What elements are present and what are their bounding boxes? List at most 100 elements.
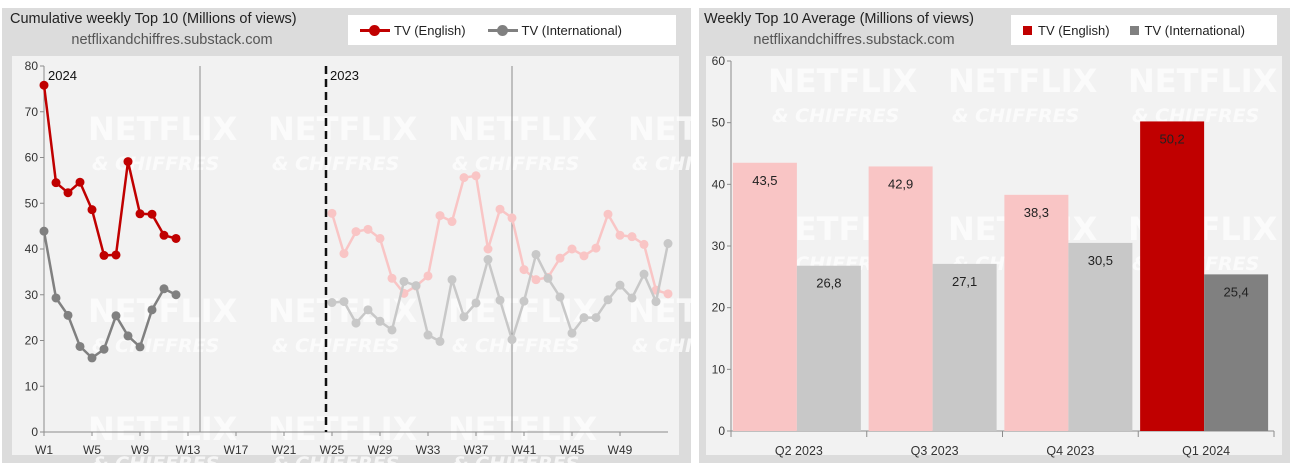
data-point: [363, 224, 373, 234]
data-point: [519, 265, 529, 275]
data-point: [423, 330, 433, 340]
data-point: [471, 298, 481, 308]
x-tick-label: W45: [560, 443, 585, 457]
data-point: [159, 284, 169, 294]
data-point: [75, 177, 85, 187]
data-point: [543, 273, 553, 283]
data-point: [51, 293, 61, 303]
watermark-text: & CHIFFRES: [92, 335, 219, 357]
y-tick-label: 10: [25, 379, 39, 393]
data-point: [579, 313, 589, 323]
watermark-text: & CHIFFRES: [272, 453, 399, 471]
legend-line-marker-icon: [360, 24, 390, 36]
data-point: [639, 269, 649, 279]
data-point: [135, 342, 145, 352]
data-point: [579, 251, 589, 261]
data-point: [483, 255, 493, 265]
bar-value-label: 50,2: [1159, 131, 1184, 146]
data-point: [459, 312, 469, 322]
y-tick-label: 50: [25, 196, 39, 210]
x-tick-label: W49: [608, 443, 633, 457]
x-category-label: Q1 2024: [1182, 444, 1230, 458]
data-point: [447, 275, 457, 285]
watermark-text: & CHIFFRES: [452, 335, 579, 357]
data-point: [63, 188, 73, 198]
data-point: [339, 249, 349, 259]
data-point: [663, 289, 673, 299]
watermark-text: & CHIFFRES: [772, 105, 899, 127]
data-point: [495, 204, 505, 214]
x-tick-label: W1: [35, 443, 53, 457]
data-point: [147, 305, 157, 315]
data-point: [423, 271, 433, 281]
data-point: [591, 313, 601, 323]
data-point: [603, 209, 613, 219]
bar: [1140, 121, 1205, 431]
y-tick-label: 0: [718, 424, 725, 438]
data-point: [111, 250, 121, 260]
y-tick-label: 50: [712, 116, 726, 130]
y-tick-label: 20: [25, 334, 39, 348]
data-point: [51, 178, 61, 188]
data-point: [507, 213, 517, 223]
right-legend: TV (English) TV (International): [1011, 15, 1277, 45]
data-point: [459, 173, 469, 183]
x-tick-label: W5: [83, 443, 101, 457]
data-point: [399, 276, 409, 286]
data-point: [531, 275, 541, 285]
legend-square-icon: [1129, 25, 1139, 35]
y-tick-label: 60: [712, 54, 726, 68]
x-tick-label: W25: [320, 443, 345, 457]
watermark-text: NETFLIX: [768, 62, 918, 100]
bar-value-label: 27,1: [952, 274, 977, 289]
watermark-text: & CHIFFRES: [452, 153, 579, 175]
right-chart-title: Weekly Top 10 Average (Millions of views…: [704, 11, 974, 27]
bar: [932, 263, 997, 431]
data-point: [327, 298, 337, 308]
left-legend: TV (English) TV (International): [348, 15, 676, 45]
watermark-text: & CHIFFRES: [452, 453, 579, 471]
legend-item-tv-international: TV (International): [1129, 22, 1245, 38]
watermark-text: NETFLIX: [88, 410, 238, 448]
watermark-text: NETFLIX: [948, 62, 1098, 100]
data-point: [351, 318, 361, 328]
bar-value-label: 38,3: [1024, 205, 1049, 220]
data-point: [351, 227, 361, 237]
legend-label: TV (International): [521, 22, 622, 38]
x-category-label: Q3 2023: [911, 444, 959, 458]
watermark-text: NETFLIX: [88, 110, 238, 148]
watermark-text: & CHIFFRES: [952, 105, 1079, 127]
data-point: [555, 253, 565, 263]
data-point: [627, 232, 637, 242]
data-point: [615, 230, 625, 240]
watermark-text: NETFLIX: [268, 110, 418, 148]
data-point: [375, 233, 385, 243]
data-point: [123, 157, 133, 167]
bar-value-label: 25,4: [1223, 284, 1248, 299]
data-point: [387, 273, 397, 283]
data-point: [363, 305, 373, 315]
watermark-text: NETFLIX: [448, 410, 598, 448]
bar: [1204, 274, 1269, 431]
data-point: [135, 209, 145, 219]
y-tick-label: 10: [712, 362, 726, 376]
y-tick-label: 80: [25, 59, 39, 73]
legend-item-tv-international: TV (International): [487, 22, 622, 38]
data-point: [567, 244, 577, 254]
data-point: [495, 295, 505, 305]
data-point: [567, 328, 577, 338]
y-tick-label: 70: [25, 105, 39, 119]
data-point: [111, 311, 121, 321]
watermark-text: NETFLIX: [628, 292, 700, 330]
bar-value-label: 26,8: [816, 276, 841, 291]
legend-label: TV (International): [1144, 22, 1245, 38]
data-point: [591, 243, 601, 253]
data-point: [75, 341, 85, 351]
bar: [1068, 242, 1133, 431]
watermark-text: & CHIFFRES: [272, 153, 399, 175]
bar: [1004, 194, 1069, 431]
data-point: [171, 290, 181, 300]
y-tick-label: 0: [31, 425, 38, 439]
right-chart-subtitle: netflixandchiffres.substack.com: [753, 32, 955, 48]
